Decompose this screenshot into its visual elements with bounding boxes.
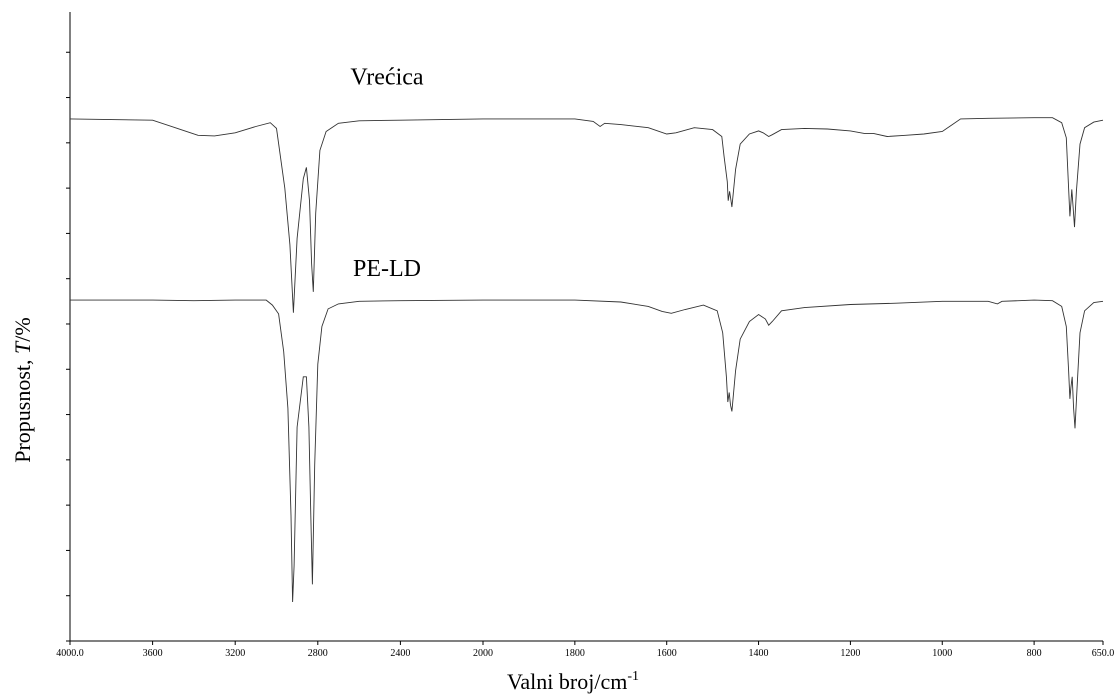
- series-label: PE-LD: [353, 256, 421, 282]
- series-line-vre-ica: [69, 117, 1104, 313]
- series-layer: [69, 117, 1104, 603]
- x-tick-label: 1000: [932, 648, 952, 659]
- x-tick-label: 1800: [565, 648, 585, 659]
- series-line-pe-ld: [70, 299, 1104, 603]
- x-tick-label: 1600: [657, 648, 677, 659]
- x-tick-label: 2400: [390, 648, 410, 659]
- x-axis-title: Valni broj/cm-1: [507, 669, 639, 694]
- series-labels: Vrećica PE-LD: [350, 64, 424, 282]
- x-axis-title-superscript: -1: [627, 669, 639, 684]
- y-axis-ticks: [66, 51, 70, 642]
- x-tick-label: 2000: [473, 648, 493, 659]
- y-axis-title-prefix: Propusnost,: [10, 354, 35, 463]
- y-axis-title-italic: T: [10, 340, 35, 354]
- x-axis-title-text: Valni broj/cm: [507, 669, 627, 694]
- x-tick-label: 2800: [308, 648, 328, 659]
- x-tick-label: 1200: [840, 648, 860, 659]
- x-tick-label: 3200: [225, 648, 245, 659]
- series-label: Vrećica: [350, 64, 424, 90]
- y-axis-title-suffix: /%: [10, 317, 35, 341]
- x-tick-label: 3600: [143, 648, 163, 659]
- x-tick-label: 650.0: [1092, 648, 1115, 659]
- y-axis-title: Propusnost, T/%: [10, 317, 35, 463]
- x-tick-label: 4000.0: [56, 648, 84, 659]
- x-axis-ticks: 4000.0 3600 3200 2800 2400 2000 1800 1600 1400 12…: [56, 641, 1114, 659]
- x-tick-label: 1400: [749, 648, 769, 659]
- x-tick-label: 800: [1027, 648, 1042, 659]
